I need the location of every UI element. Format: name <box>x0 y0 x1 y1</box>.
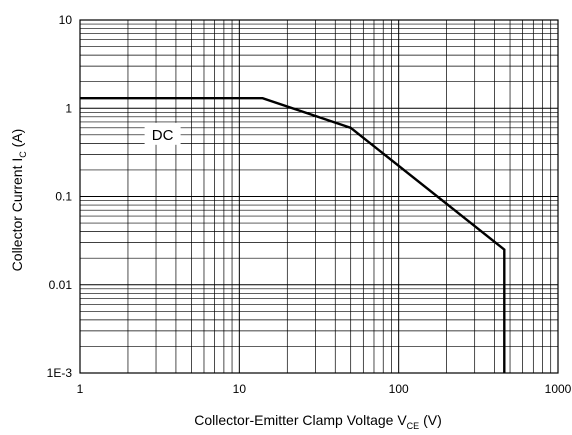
annotation-box <box>144 122 181 145</box>
series-line <box>80 96 506 373</box>
tick-labels: 1 10 100 1000 10 1 0.1 0.01 1E-3 <box>47 13 572 396</box>
y-tick-label: 0.01 <box>49 278 73 292</box>
annotation-label: DC <box>152 127 174 144</box>
y-axis-label-main: Collector Current I <box>9 158 25 272</box>
series-group <box>80 96 506 373</box>
x-axis-label: Collector-Emitter Clamp Voltage VCE (V) <box>194 412 442 431</box>
y-axis-label-subscript: C <box>18 151 28 158</box>
y-tick-label: 0.1 <box>55 190 72 204</box>
x-tick-label: 100 <box>389 382 409 396</box>
y-axis-label: Collector Current IC (A) <box>9 129 28 272</box>
x-axis-label-unit: (V) <box>419 412 442 428</box>
x-axis-label-main: Collector-Emitter Clamp Voltage V <box>194 412 407 428</box>
x-axis-label-subscript: CE <box>407 421 420 431</box>
annotations: DC <box>144 122 181 145</box>
y-axis-label-unit: (A) <box>9 129 25 152</box>
x-tick-label: 10 <box>233 382 247 396</box>
y-tick-label: 1E-3 <box>47 366 73 380</box>
y-tick-label: 10 <box>59 13 73 27</box>
x-tick-label: 1 <box>77 382 84 396</box>
plot-frame <box>79 19 559 374</box>
y-tick-label: 1 <box>65 101 72 115</box>
x-tick-label: 1000 <box>545 382 572 396</box>
grid <box>79 19 559 374</box>
